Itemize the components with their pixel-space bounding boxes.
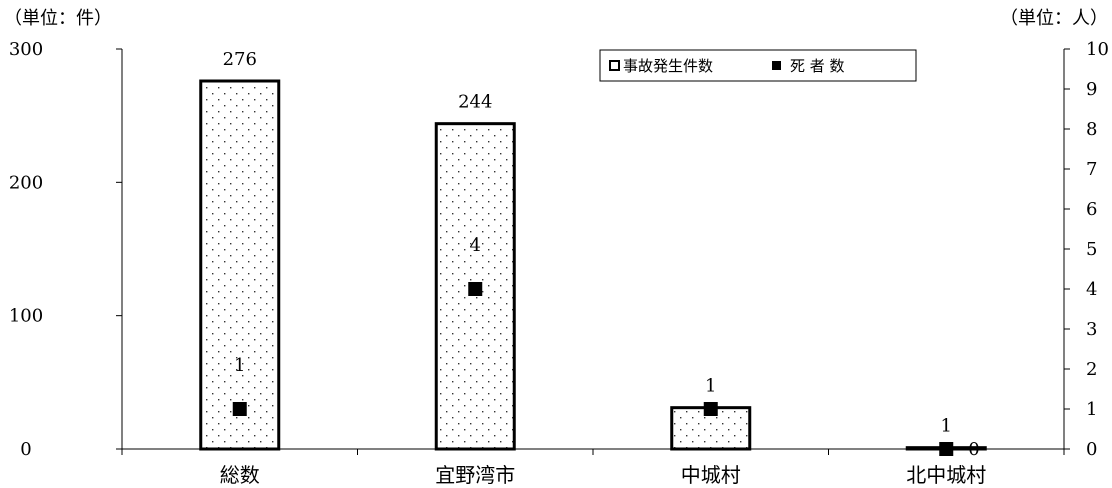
right-tick-label: 5	[1086, 239, 1097, 260]
bar-value-label: 276	[223, 49, 257, 70]
right-tick-label: 2	[1086, 359, 1097, 380]
x-tick-label: 総数	[220, 463, 260, 487]
x-tick-label: 宜野湾市	[435, 463, 515, 487]
right-tick-label: 4	[1086, 279, 1097, 300]
legend-bar-label: 事故発生件数	[623, 57, 713, 75]
plot-area: 01002003000123456789102761総数2444宜野湾市1中城村…	[9, 39, 1109, 487]
left-tick-label: 200	[9, 172, 43, 193]
left-unit-label: （単位：件）	[4, 8, 112, 29]
right-tick-label: 8	[1086, 119, 1097, 140]
x-tick-label: 北中城村	[906, 463, 986, 487]
right-tick-label: 1	[1086, 399, 1097, 420]
right-unit-label: （単位：人）	[1000, 8, 1108, 29]
right-tick-label: 10	[1086, 39, 1109, 60]
death-marker	[703, 402, 718, 416]
death-marker	[232, 402, 247, 416]
legend-marker-label: 死 者 数	[790, 57, 845, 75]
right-tick-label: 3	[1086, 319, 1097, 340]
death-value-label: 1	[234, 355, 245, 376]
death-marker	[468, 282, 483, 296]
death-value-label: 0	[968, 439, 979, 460]
bar-value-label: 1	[705, 376, 716, 397]
bar-value-label: 1	[941, 416, 952, 437]
legend-bar-swatch	[609, 60, 620, 71]
right-tick-label: 9	[1086, 79, 1097, 100]
x-tick-label: 中城村	[681, 463, 741, 487]
right-tick-label: 7	[1086, 159, 1097, 180]
left-tick-label: 0	[20, 439, 31, 460]
death-marker	[939, 442, 954, 456]
bar	[199, 79, 281, 451]
left-tick-label: 300	[9, 39, 43, 60]
legend: 事故発生件数 死 者 数	[599, 49, 917, 82]
legend-box	[599, 49, 917, 82]
bar-value-label: 244	[458, 92, 492, 113]
legend-marker-swatch	[772, 61, 781, 70]
right-tick-label: 6	[1086, 199, 1097, 220]
death-value-label: 4	[470, 235, 481, 256]
left-tick-label: 100	[9, 306, 43, 327]
right-tick-label: 0	[1086, 439, 1097, 460]
